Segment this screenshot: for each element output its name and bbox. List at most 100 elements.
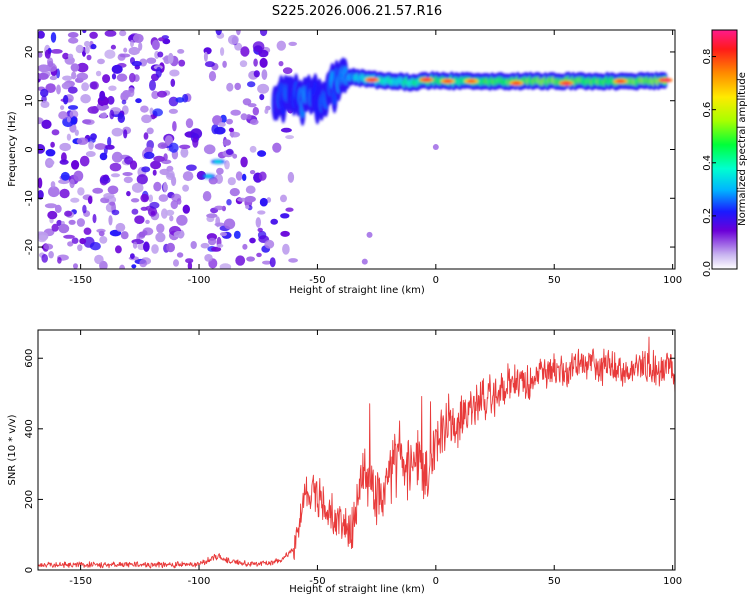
spectrogram-field: [38, 30, 673, 269]
noise-blob: [222, 139, 232, 146]
noise-blob: [79, 238, 87, 245]
noise-blob: [143, 241, 150, 252]
noise-blob: [272, 142, 282, 153]
noise-blob: [182, 184, 190, 192]
noise-blob: [287, 171, 295, 183]
noise-blob: [109, 109, 115, 120]
noise-blob: [165, 209, 175, 216]
noise-blob: [157, 51, 164, 58]
colorbar-ticks: 0.0 0.2 0.4 0.6 0.8: [702, 49, 716, 277]
noise-blob: [176, 214, 188, 226]
noise-blob: [146, 127, 154, 135]
spectrogram-y-label: Frequency (Hz): [7, 111, 18, 187]
noise-blob: [240, 46, 250, 57]
noise-blob: [94, 254, 104, 265]
noise-blob: [253, 58, 258, 67]
noise-blob: [216, 243, 224, 248]
noise-blob: [58, 111, 68, 120]
noise-blob: [141, 166, 151, 173]
noise-blob: [90, 81, 99, 90]
noise-blob: [130, 39, 134, 48]
noise-blob: [40, 88, 49, 98]
noise-blob: [158, 194, 169, 202]
noise-blob: [180, 147, 189, 158]
noise-blob: [278, 61, 284, 67]
noise-blob: [280, 213, 290, 219]
x-tick-label: 50: [548, 275, 561, 286]
x-tick-label: 100: [663, 275, 682, 286]
noise-blob: [229, 131, 241, 138]
noise-blob: [168, 142, 179, 153]
noise-blob: [252, 41, 265, 52]
noise-blob: [153, 155, 165, 162]
spectrogram-y-ticks: -20 -10 0 10 20: [24, 46, 675, 255]
noise-blob: [148, 194, 153, 203]
noise-blob: [67, 241, 74, 247]
noise-blob: [103, 192, 115, 200]
noise-blob: [62, 52, 69, 60]
noise-blob: [89, 242, 101, 251]
noise-blob: [249, 145, 257, 153]
noise-blob: [92, 213, 97, 224]
y-tick-label: -10: [24, 190, 35, 206]
ridge-hotspot: [367, 78, 377, 82]
snr-line: [38, 336, 675, 569]
noise-blob: [233, 230, 241, 239]
noise-blob: [255, 217, 261, 228]
noise-blob: [64, 210, 73, 217]
noise-blob: [140, 105, 149, 113]
noise-blob: [182, 204, 190, 214]
noise-blob: [104, 30, 117, 37]
noise-blob: [242, 243, 248, 250]
noise-blob: [132, 241, 138, 249]
noise-blob: [98, 230, 105, 237]
noise-blob: [102, 74, 111, 84]
y-tick-label: 0: [24, 567, 35, 573]
snr-series: [38, 336, 675, 569]
colorbar-tick-label: 0.6: [702, 102, 713, 118]
noise-blob: [170, 200, 178, 210]
noise-blob: [200, 242, 210, 249]
noise-blob: [262, 260, 272, 265]
noise-blob: [123, 129, 128, 139]
colorbar-tick-label: 0.2: [702, 208, 713, 224]
noise-blob: [143, 132, 149, 140]
noise-blob: [192, 137, 199, 148]
noise-blob: [110, 173, 121, 178]
noise-blob: [173, 259, 179, 267]
noise-blob: [176, 252, 184, 258]
x-tick-label: -100: [188, 275, 211, 286]
noise-blob: [234, 42, 243, 51]
x-tick-label: 0: [433, 576, 439, 587]
noise-blob: [48, 251, 54, 259]
noise-blob: [259, 197, 268, 207]
noise-blob: [120, 231, 129, 240]
colorbar-tick-label: 0.4: [702, 155, 713, 171]
noise-blob: [172, 121, 177, 132]
noise-blob: [119, 53, 131, 58]
signal-ridge: [201, 57, 673, 179]
noise-blob: [139, 259, 148, 268]
noise-blob: [141, 230, 148, 236]
spectrogram-x-ticks: -150 -100 -50 0 50 100: [69, 30, 682, 286]
noise-blob: [111, 209, 120, 216]
noise-blob: [245, 204, 250, 209]
noise-blob: [169, 215, 174, 222]
noise-blob: [211, 246, 222, 252]
noise-blob: [59, 142, 71, 152]
noise-blob: [185, 258, 194, 264]
ridge-hotspot: [421, 78, 431, 82]
noise-blob: [249, 170, 256, 175]
noise-blob: [186, 164, 197, 171]
noise-blob: [50, 141, 55, 148]
noise-blob: [282, 67, 293, 74]
noise-blob: [145, 219, 150, 224]
noise-blob: [146, 57, 157, 64]
noise-blob: [47, 210, 58, 220]
noise-blob: [182, 171, 194, 182]
noise-blob: [151, 39, 160, 50]
spectrogram-x-label: Height of straight line (km): [289, 285, 425, 296]
noise-blob: [216, 167, 224, 175]
x-tick-label: 50: [548, 576, 561, 587]
noise-blob: [129, 160, 138, 170]
